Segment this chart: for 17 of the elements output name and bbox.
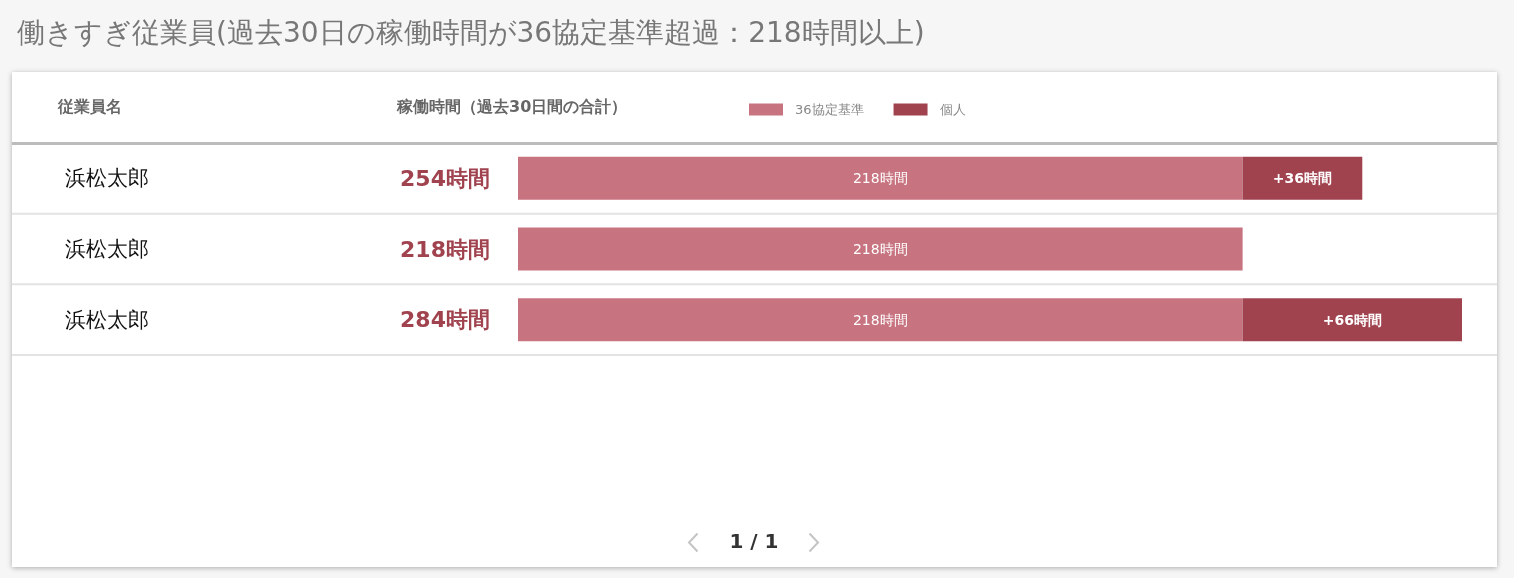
data-label: 218時間 [852, 170, 908, 187]
x-axis-title: 稼働時間（過去30日間の合計） [396, 96, 628, 116]
total-label: 218時間 [400, 236, 490, 262]
data-label: 218時間 [852, 241, 908, 257]
chart-title: 働きすぎ従業員(過去30日の稼働時間が36協定基準超過：218時間以上) [17, 15, 925, 49]
data-label: +36時間 [1272, 170, 1333, 187]
total-label: 284時間 [400, 307, 490, 333]
y-axis-title: 従業員名 [57, 96, 122, 116]
y-tick-label: 浜松太郎 [65, 307, 149, 332]
text: 1 / 1 [729, 529, 779, 553]
data-label: +66時間 [1322, 311, 1382, 328]
data-label: 218時間 [852, 311, 908, 328]
legend-label: 36協定基準 [795, 102, 864, 117]
y-tick-label: 浜松太郎 [65, 237, 149, 261]
y-tick-label: 浜松太郎 [65, 166, 149, 191]
legend-label: 個人 [939, 102, 966, 117]
total-label: 254時間 [400, 165, 490, 191]
